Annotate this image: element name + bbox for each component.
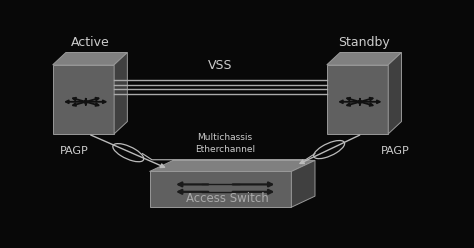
Text: Multichassis
Etherchannel: Multichassis Etherchannel — [195, 133, 255, 155]
Text: PAGP: PAGP — [60, 146, 88, 156]
Polygon shape — [150, 160, 315, 171]
Text: Active: Active — [71, 36, 109, 49]
Polygon shape — [114, 53, 128, 134]
Text: Access Switch: Access Switch — [186, 192, 269, 205]
Text: Standby: Standby — [338, 36, 390, 49]
Polygon shape — [327, 65, 388, 134]
Text: VSS: VSS — [208, 59, 233, 72]
Polygon shape — [150, 171, 292, 207]
Polygon shape — [327, 53, 401, 65]
Polygon shape — [292, 160, 315, 207]
Text: PAGP: PAGP — [381, 146, 410, 156]
Polygon shape — [388, 53, 401, 134]
Polygon shape — [53, 53, 128, 65]
Polygon shape — [53, 65, 114, 134]
